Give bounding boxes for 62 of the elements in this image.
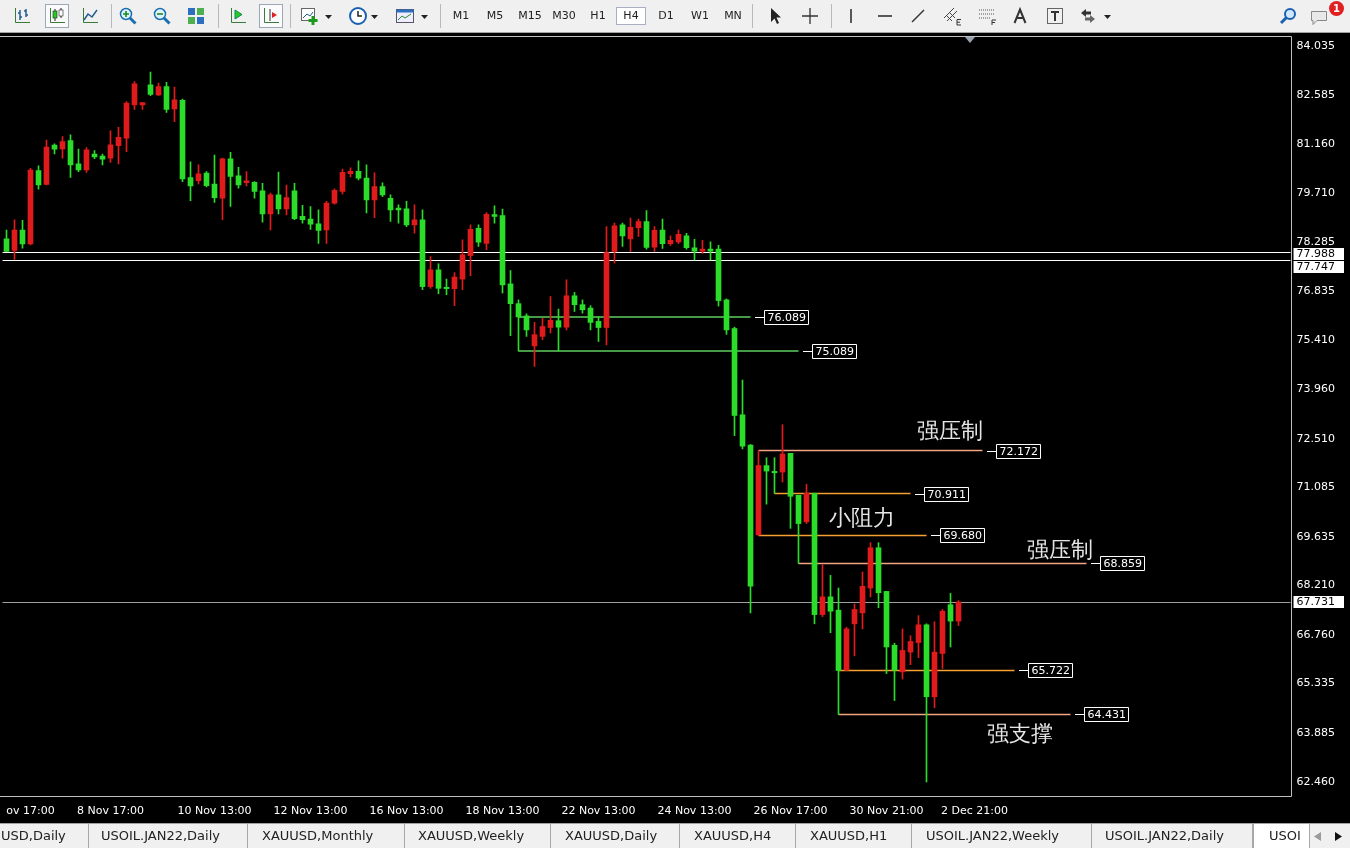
y-tick-label: 73.960 bbox=[1296, 382, 1335, 396]
x-tick-label: 16 Nov 13:00 bbox=[369, 804, 444, 818]
y-tick-label: 71.085 bbox=[1296, 480, 1335, 494]
y-tick-label: 84.035 bbox=[1296, 38, 1335, 52]
y-tick-label: 76.835 bbox=[1296, 284, 1335, 298]
data-label: 76.089 bbox=[767, 310, 806, 324]
annotation: 强压制 bbox=[1027, 536, 1093, 562]
x-tick-label: 30 Nov 21:00 bbox=[849, 804, 924, 818]
annotation: 强压制 bbox=[917, 417, 983, 443]
data-label: 65.722 bbox=[1031, 663, 1070, 677]
text: XAUUSD,Daily bbox=[565, 827, 658, 845]
y-tick-label: 72.510 bbox=[1296, 431, 1335, 445]
x-tick-label: 12 Nov 13:00 bbox=[273, 804, 348, 818]
text: M1 bbox=[451, 8, 471, 24]
text: USOIL.JAN22,Weekly bbox=[926, 827, 1060, 845]
y-tick-label: 79.710 bbox=[1296, 186, 1335, 200]
data-label: 70.911 bbox=[927, 487, 966, 501]
text: H1 bbox=[589, 8, 607, 24]
text: USOIL.JAN22,Daily bbox=[101, 827, 220, 845]
text: H4 bbox=[616, 7, 646, 25]
data-label: 75.089 bbox=[815, 344, 854, 358]
text: XAUUSD,H1 bbox=[810, 827, 888, 845]
y-tick-label: 82.585 bbox=[1296, 88, 1335, 102]
y-tick-label: 63.885 bbox=[1296, 725, 1335, 739]
x-tick-label: 8 Nov 17:00 bbox=[76, 804, 145, 818]
x-tick-label: ov 17:00 bbox=[6, 804, 55, 818]
text: MN bbox=[723, 8, 743, 24]
y-tick-label: 75.410 bbox=[1296, 332, 1335, 346]
x-tick-label: 10 Nov 13:00 bbox=[177, 804, 252, 818]
ref-line-label: 77.988 bbox=[1296, 247, 1335, 261]
y-tick-label: 81.160 bbox=[1296, 136, 1335, 150]
y-tick-label: 78.285 bbox=[1296, 234, 1335, 248]
text: XAUUSD,Weekly bbox=[418, 827, 525, 845]
text: XAUUSD,H4 bbox=[694, 827, 772, 845]
text: USOI bbox=[1269, 827, 1301, 845]
text: M15 bbox=[517, 8, 543, 24]
text: USOIL.JAN22,Daily bbox=[1105, 827, 1224, 845]
text: D1 bbox=[657, 8, 675, 24]
ref-line-label: 77.747 bbox=[1296, 260, 1335, 274]
x-tick-label: 22 Nov 13:00 bbox=[561, 804, 636, 818]
x-tick-label: 26 Nov 17:00 bbox=[753, 804, 828, 818]
x-tick-label: 24 Nov 13:00 bbox=[657, 804, 732, 818]
data-label: 69.680 bbox=[943, 528, 982, 542]
text: M30 bbox=[551, 8, 577, 24]
y-tick-label: 69.635 bbox=[1296, 529, 1335, 543]
y-tick-label: 65.335 bbox=[1296, 676, 1335, 690]
data-label: 68.859 bbox=[1103, 556, 1142, 570]
y-tick-label: 68.210 bbox=[1296, 578, 1335, 592]
annotation: 小阻力 bbox=[829, 504, 895, 530]
text: W1 bbox=[690, 8, 710, 24]
x-tick-label: 18 Nov 13:00 bbox=[465, 804, 540, 818]
x-tick-label: 2 Dec 21:00 bbox=[941, 804, 1008, 818]
y-tick-label: 62.460 bbox=[1296, 774, 1335, 788]
text: XAUUSD,Monthly bbox=[262, 827, 374, 845]
data-label: 72.172 bbox=[999, 444, 1038, 458]
text: 1 bbox=[1329, 1, 1344, 16]
annotation: 强支撑 bbox=[987, 720, 1053, 746]
text: M5 bbox=[485, 8, 505, 24]
text: USD,Daily bbox=[1, 827, 66, 845]
ref-line-label: 67.731 bbox=[1296, 595, 1335, 609]
data-label: 64.431 bbox=[1087, 707, 1126, 721]
y-tick-label: 66.760 bbox=[1296, 627, 1335, 641]
